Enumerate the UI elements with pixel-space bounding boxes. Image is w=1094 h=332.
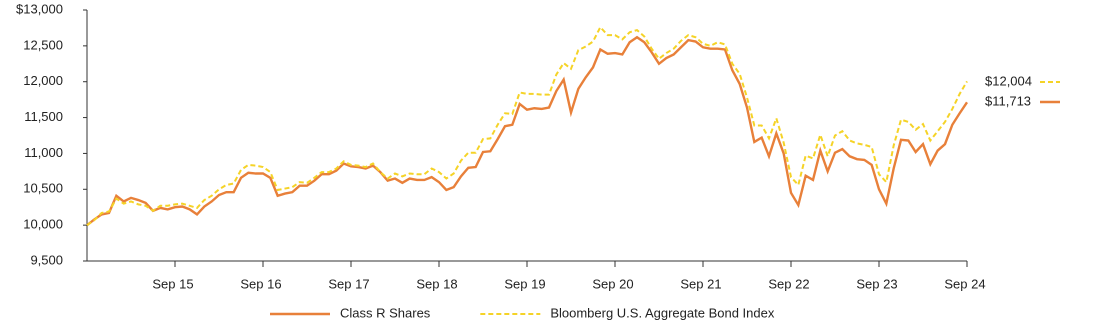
series-line xyxy=(86,35,968,227)
y-tick-label: 10,500 xyxy=(23,181,63,196)
y-tick-label: 12,500 xyxy=(23,37,63,52)
legend-label: Class R Shares xyxy=(340,305,431,320)
x-tick-label: Sep 20 xyxy=(592,276,633,291)
x-tick-label: Sep 19 xyxy=(504,276,545,291)
x-tick-label: Sep 18 xyxy=(416,276,457,291)
y-tick-label: 9,500 xyxy=(30,252,63,267)
x-tick-label: Sep 22 xyxy=(768,276,809,291)
x-tick-label: Sep 17 xyxy=(328,276,369,291)
y-tick-label: 12,000 xyxy=(23,73,63,88)
y-tick-label: 11,000 xyxy=(24,145,63,160)
y-tick-label: $13,000 xyxy=(16,1,63,16)
x-tick-label: Sep 24 xyxy=(944,276,985,291)
legend-label: Bloomberg U.S. Aggregate Bond Index xyxy=(550,305,775,320)
x-tick-label: Sep 15 xyxy=(152,276,193,291)
x-tick-label: Sep 16 xyxy=(240,276,281,291)
y-tick-label: 10,000 xyxy=(23,217,63,232)
y-tick-label: 11,500 xyxy=(24,109,63,124)
x-tick-label: Sep 23 xyxy=(856,276,897,291)
x-tick-label: Sep 21 xyxy=(680,276,721,291)
end-label: $11,713 xyxy=(985,93,1031,108)
end-label: $12,004 xyxy=(985,73,1032,88)
